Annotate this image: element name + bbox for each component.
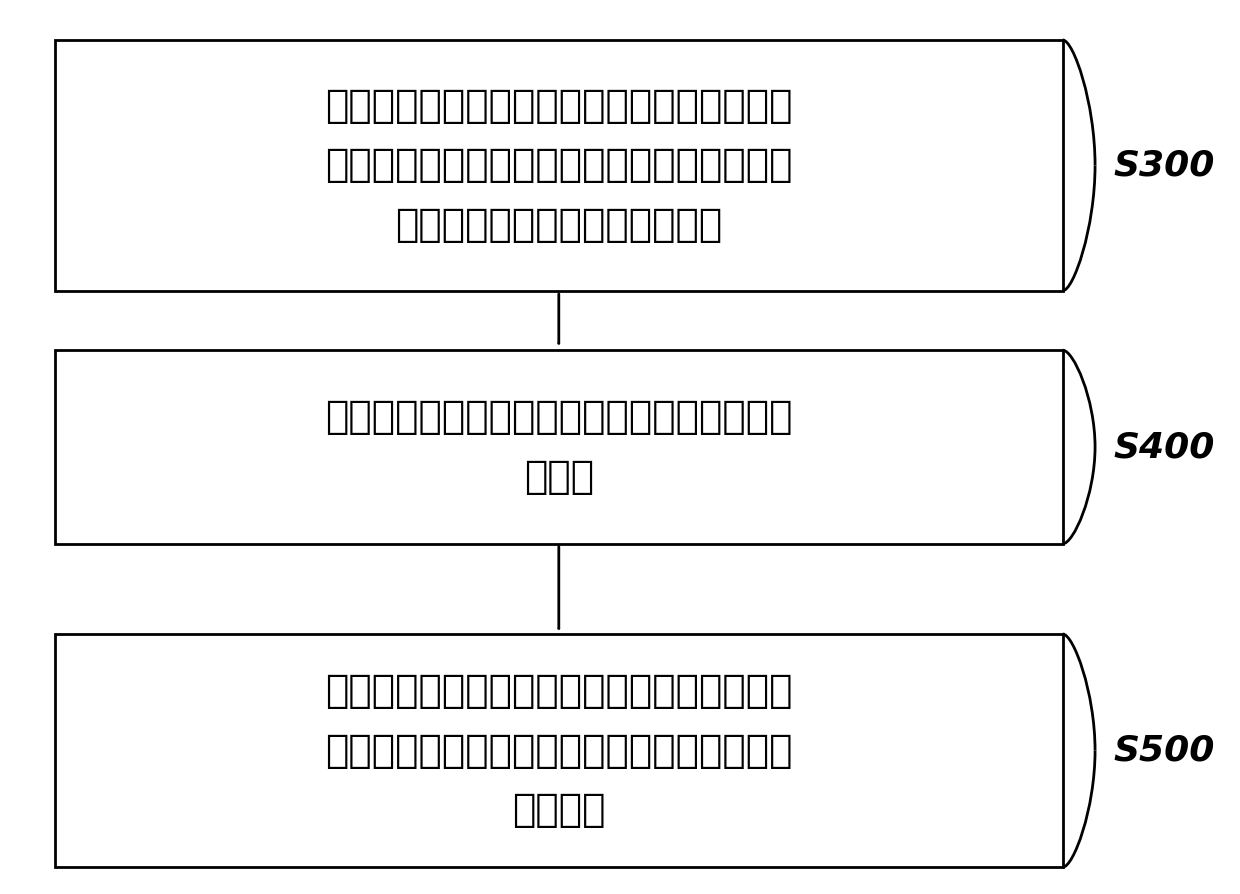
Text: 温度数据组合并发送至风管机组: 温度数据组合并发送至风管机组	[396, 207, 723, 244]
Text: 止送风: 止送风	[523, 458, 594, 496]
Text: 温度得到更新后的最佳温度数据组合并发送至: 温度得到更新后的最佳温度数据组合并发送至	[325, 731, 792, 770]
Bar	[55, 350, 1063, 544]
Text: S400: S400	[1114, 430, 1214, 464]
Text: 风管机组: 风管机组	[512, 791, 605, 830]
Text: 当存在开启风阀需求的调节区域时，根据调节: 当存在开启风阀需求的调节区域时，根据调节	[325, 87, 792, 124]
Text: 当存在至少一个达标区域时，控制达标区域停: 当存在至少一个达标区域时，控制达标区域停	[325, 398, 792, 436]
Text: S500: S500	[1114, 734, 1214, 768]
Text: 根据未达标区域的环境温度和对应的预设目标: 根据未达标区域的环境温度和对应的预设目标	[325, 671, 792, 710]
Text: S300: S300	[1114, 148, 1214, 182]
Bar	[55, 634, 1063, 867]
Bar	[55, 40, 1063, 291]
Text: 区域对应的环境温度和预设目标温度得到最佳: 区域对应的环境温度和预设目标温度得到最佳	[325, 147, 792, 184]
